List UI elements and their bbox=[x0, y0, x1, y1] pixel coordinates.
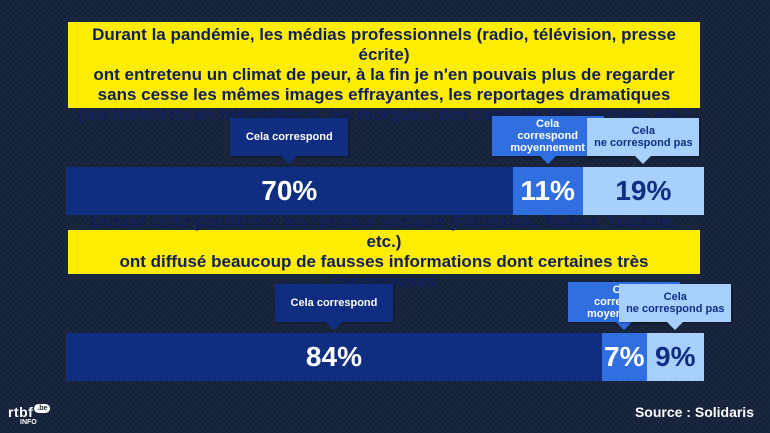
chart-2-legend-label-correspond: Cela correspond bbox=[290, 297, 378, 309]
bar-1-segment-correspond: 70% bbox=[66, 167, 513, 215]
chart-2-legend-correspond: Cela correspond bbox=[274, 284, 393, 330]
bar-1-value-moyennement: 11% bbox=[520, 175, 575, 206]
bar-2-value-moyennement: 7% bbox=[604, 341, 645, 372]
logo-sub: INFO bbox=[20, 419, 37, 426]
bar-1-segment-ne-correspond-pas: 19% bbox=[582, 167, 704, 215]
question-1-text: Durant la pandémie, les médias professio… bbox=[77, 25, 691, 124]
bar-2-segment-moyennement: 7% bbox=[601, 333, 647, 381]
chart-1-legend-label-correspond: Cela correspond bbox=[245, 131, 333, 143]
chart-1-bar: 70% 11% 19% bbox=[66, 167, 704, 215]
source-label: Source : Solidaris bbox=[634, 404, 754, 420]
question-2-box: Durant cette pandémie, les réseaux socia… bbox=[68, 212, 700, 291]
rtbf-logo: rtbf .be INFO bbox=[8, 404, 51, 426]
logo-main: rtbf bbox=[8, 404, 34, 420]
chart-1-legend-correspond: Cela correspond bbox=[230, 118, 349, 164]
chart-2-legend-label-ne-correspond-pas: Cela ne correspond pas bbox=[626, 291, 725, 315]
chart-2-legend-ne-correspond-pas: Cela ne correspond pas bbox=[619, 284, 732, 330]
chart-1-legend-label-moyennement: Cela correspond moyennement bbox=[510, 118, 585, 154]
question-2-text: Durant cette pandémie, les réseaux socia… bbox=[90, 212, 678, 291]
chart-2-bar: 84% 7% 9% bbox=[66, 333, 704, 381]
bar-1-value-correspond: 70% bbox=[261, 175, 318, 206]
bar-2-segment-ne-correspond-pas: 9% bbox=[646, 333, 704, 381]
chart-1-legend-ne-correspond-pas: Cela ne correspond pas bbox=[587, 118, 700, 164]
bar-2-segment-correspond: 84% bbox=[66, 333, 602, 381]
bar-1-segment-moyennement: 11% bbox=[512, 167, 583, 215]
chart-1-legend-moyennement: Cela correspond moyennement bbox=[491, 116, 604, 164]
question-1-box: Durant la pandémie, les médias professio… bbox=[68, 22, 700, 124]
logo-badge: .be bbox=[34, 404, 51, 413]
bar-2-value-ne-correspond-pas: 9% bbox=[655, 341, 696, 372]
bar-1-value-ne-correspond-pas: 19% bbox=[615, 175, 672, 206]
bar-2-value-correspond: 84% bbox=[305, 341, 362, 372]
chart-1-legend-label-ne-correspond-pas: Cela ne correspond pas bbox=[594, 125, 693, 149]
